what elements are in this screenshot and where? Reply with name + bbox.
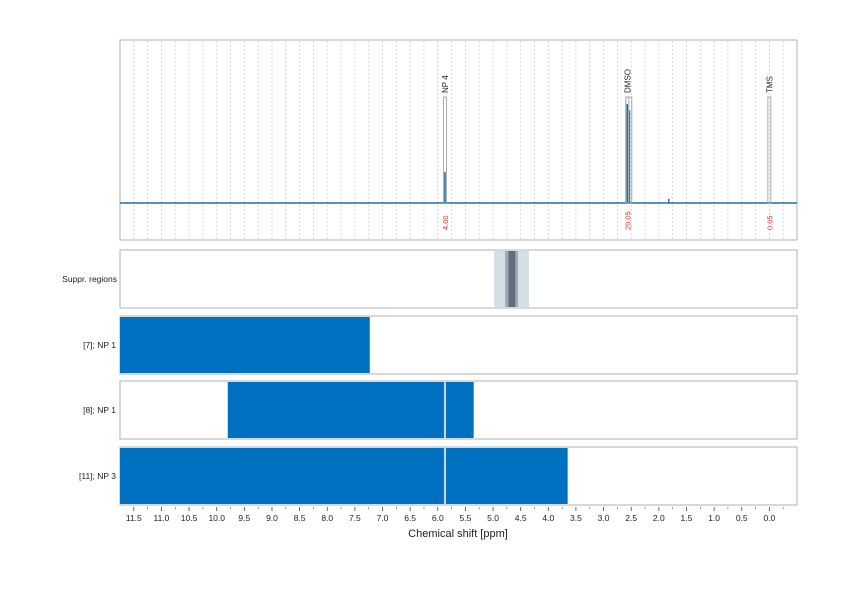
series-label: [7]; NP 1 xyxy=(83,340,116,350)
x-tick-label: 5.5 xyxy=(459,513,471,523)
x-tick-label: 4.0 xyxy=(542,513,554,523)
x-tick-label: 11.0 xyxy=(153,513,169,523)
x-tick-label: 3.5 xyxy=(570,513,582,523)
x-tick-label: 8.5 xyxy=(294,513,306,523)
x-tick-label: 1.5 xyxy=(681,513,693,523)
peak-label: TMS xyxy=(765,76,774,93)
x-tick-label: 0.5 xyxy=(736,513,748,523)
peak-label: DMSO xyxy=(623,69,632,93)
peak-label: NP 4 xyxy=(441,75,450,93)
range-bar xyxy=(227,382,474,438)
x-tick-label: 11.5 xyxy=(126,513,142,523)
x-tick-label: 9.0 xyxy=(266,513,278,523)
peak-integral: 4.00 xyxy=(441,215,450,230)
suppressed-regions-panel: Suppr. regions xyxy=(62,249,798,309)
range-bar xyxy=(120,317,370,373)
x-tick-label: 8.0 xyxy=(321,513,333,523)
peak-region-box xyxy=(767,96,772,204)
x-tick-label: 4.5 xyxy=(515,513,527,523)
x-tick-label: 7.5 xyxy=(349,513,361,523)
suppr-band-dark xyxy=(508,251,516,307)
x-tick-label: 7.0 xyxy=(377,513,389,523)
x-tick-label: 0.0 xyxy=(763,513,775,523)
spectrum-panel: NP 4 4.00 DMSO 29.05 TMS 0.05 xyxy=(119,39,798,241)
suppr-frame xyxy=(119,249,798,309)
x-tick-label: 6.5 xyxy=(404,513,416,523)
x-axis: 11.5 11.0 10.5 10.0 9.5 9.0 8.5 8.0 7.5 7.0 6.5 6.0… xyxy=(126,507,784,523)
x-tick-label: 6.0 xyxy=(432,513,444,523)
series-label: [11]; NP 3 xyxy=(79,471,116,481)
x-tick-label: 1.0 xyxy=(708,513,720,523)
x-tick-label: 2.5 xyxy=(625,513,637,523)
bar-panels: [7]; NP 1 [8]; NP 1 [11]; NP 3 xyxy=(79,315,798,506)
range-bar xyxy=(120,448,568,504)
series-label: [8]; NP 1 xyxy=(83,405,116,415)
x-tick-label: 10.5 xyxy=(181,513,198,523)
dmso-region-box xyxy=(625,96,633,204)
x-tick-label: 3.0 xyxy=(598,513,610,523)
suppr-label: Suppr. regions xyxy=(62,274,117,284)
x-tick-label: 9.5 xyxy=(238,513,250,523)
x-tick-label: 10.0 xyxy=(208,513,225,523)
peak-integral: 29.05 xyxy=(623,211,632,230)
x-tick-label: 2.0 xyxy=(653,513,665,523)
peak-integral: 0.05 xyxy=(765,215,774,230)
x-tick-label: 5.0 xyxy=(487,513,499,523)
spectrum-frame xyxy=(119,39,798,241)
x-axis-label: Chemical shift [ppm] xyxy=(408,528,508,540)
